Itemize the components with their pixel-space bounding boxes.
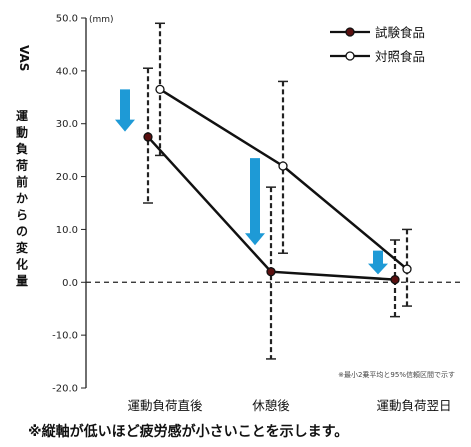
improvement-arrows: [115, 89, 388, 275]
y-axis-label: 運動負荷前からの変化量: [15, 109, 29, 288]
data-points: [143, 84, 412, 285]
y-tick-label: -20.0: [52, 384, 78, 395]
series-lines: [147, 88, 408, 281]
x-axis-categories: 運動負荷直後 休憩後 運動負荷翌日: [127, 398, 451, 413]
data-point: [155, 84, 165, 95]
data-point: [402, 264, 412, 274]
data-point: [266, 267, 276, 277]
ci-note: ※最小2乗平均と95%信頼区間で示す: [338, 370, 455, 379]
legend-label: 対照食品: [375, 49, 425, 64]
chart: 50.0 40.0 30.0 20.0 10.0 0.0 -10.0 -20.0 運動負荷直後…: [15, 14, 460, 413]
down-arrow-icon: [245, 158, 265, 246]
y-tick-label: 10.0: [56, 225, 78, 236]
legend-marker: [345, 51, 355, 61]
vas-label: VAS: [17, 45, 31, 71]
x-category-label: 運動負荷翌日: [376, 398, 451, 413]
unit-label: (mm): [89, 15, 114, 25]
y-tick-label: 40.0: [56, 66, 78, 77]
footnote: ※縦軸が低いほど疲労感が小さいことを示します。: [28, 424, 349, 440]
y-tick-label: 50.0: [56, 14, 78, 25]
data-point: [390, 274, 400, 285]
x-category-label: 休憩後: [252, 398, 290, 413]
data-point: [143, 132, 153, 142]
legend-marker: [345, 27, 355, 37]
y-tick-label: 0.0: [62, 278, 78, 289]
x-category-label: 運動負荷直後: [127, 398, 203, 413]
y-tick-label: 20.0: [56, 172, 78, 183]
down-arrow-icon: [368, 250, 388, 275]
y-tick-label: -10.0: [52, 331, 78, 342]
data-point: [278, 161, 288, 171]
legend-label: 試験食品: [375, 25, 425, 40]
error-bars: [143, 22, 412, 360]
y-tick-label: 30.0: [56, 119, 78, 130]
y-axis: 50.0 40.0 30.0 20.0 10.0 0.0 -10.0 -20.0: [52, 14, 87, 395]
down-arrow-icon: [115, 89, 135, 132]
